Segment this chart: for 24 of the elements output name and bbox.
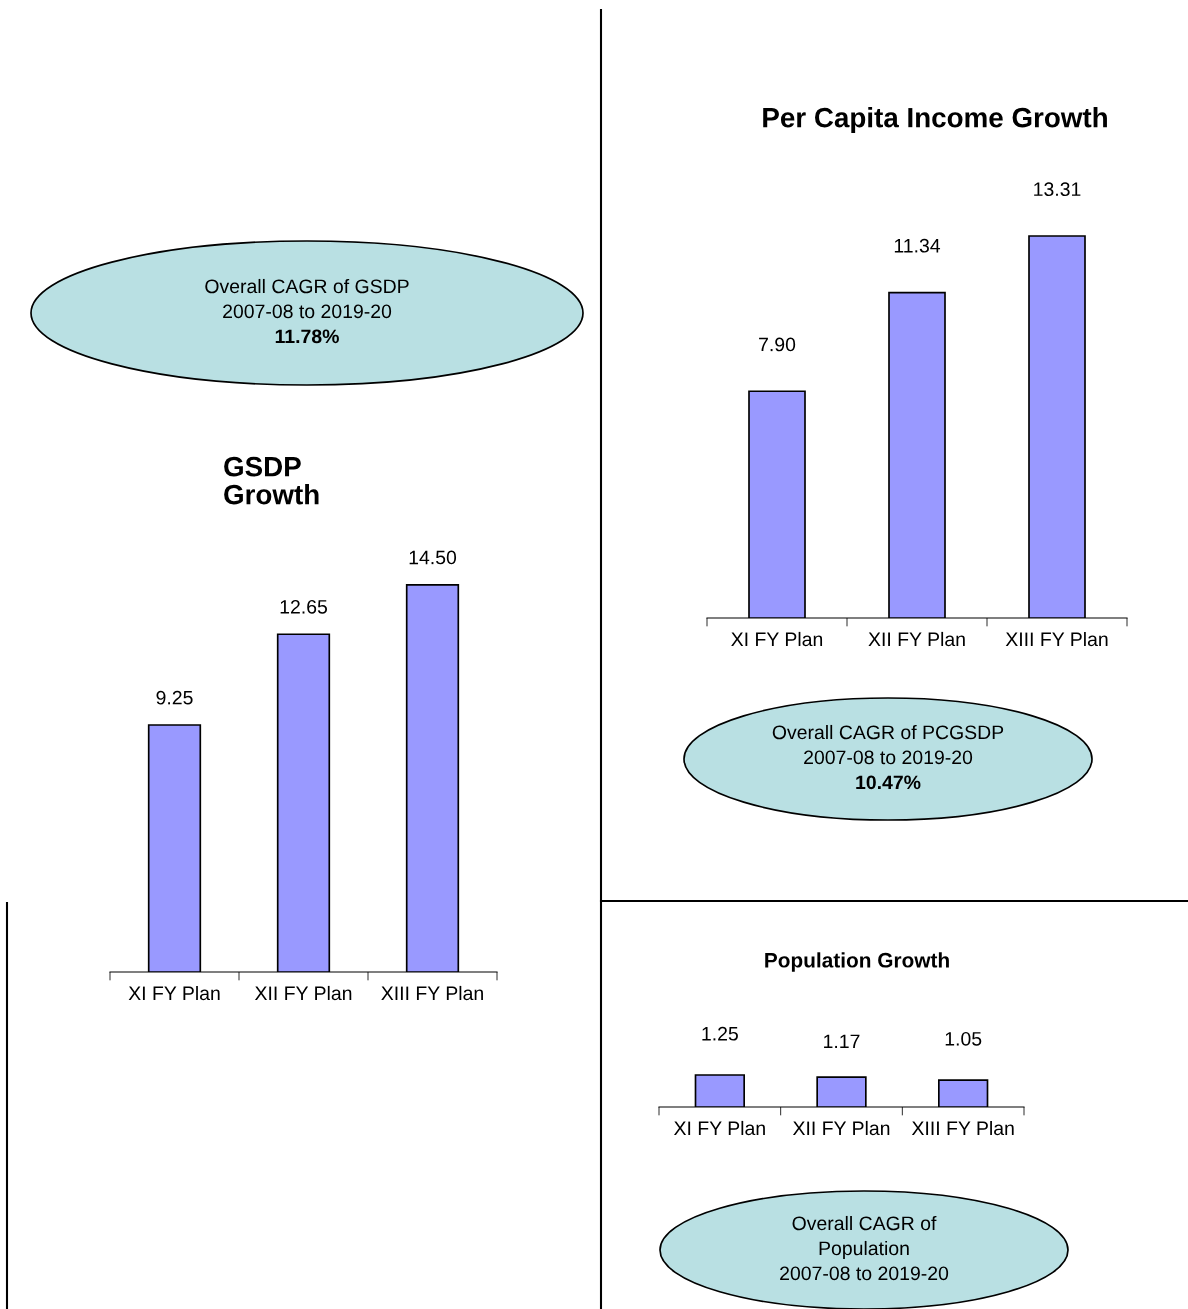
x-tick-label: XI FY Plan bbox=[731, 631, 823, 647]
x-tick-label: XII FY Plan bbox=[868, 631, 965, 647]
chart-title: Per Capita Income Growth bbox=[763, 107, 1107, 133]
x-tick-label: XI FY Plan bbox=[673, 1120, 765, 1136]
data-label: 1.25 bbox=[702, 1026, 738, 1041]
x-tick-label: XIII FY Plan bbox=[911, 1120, 1014, 1136]
x-tick-label: XII FY Plan bbox=[254, 985, 352, 1001]
data-label: 12.65 bbox=[280, 599, 328, 614]
x-tick-label: XIII FY Plan bbox=[1005, 631, 1108, 647]
data-label: 1.05 bbox=[945, 1031, 982, 1046]
x-tick-label: XIII FY Plan bbox=[381, 985, 483, 1001]
chart-title: Population Growth bbox=[765, 952, 949, 972]
x-tick-label: XI FY Plan bbox=[128, 985, 220, 1001]
chart-title: GSDP Growth bbox=[224, 456, 319, 505]
text: Overall CAGR of GSDP 2007-08 to 2019-20 11.78% bbox=[205, 278, 409, 344]
x-tick-label: XII FY Plan bbox=[792, 1120, 890, 1136]
data-label: 9.25 bbox=[156, 690, 193, 705]
text: Overall CAGR of PCGSDP 2007-08 to 2019-20 10.47% bbox=[772, 724, 1004, 790]
data-label: 1.17 bbox=[824, 1034, 860, 1049]
data-label: 7.90 bbox=[759, 337, 796, 352]
text: Overall CAGR of Population 2007-08 to 2019-20 bbox=[780, 1215, 949, 1281]
data-label: 14.50 bbox=[409, 550, 457, 565]
data-label: 11.34 bbox=[894, 238, 941, 253]
data-label: 13.31 bbox=[1034, 182, 1081, 197]
